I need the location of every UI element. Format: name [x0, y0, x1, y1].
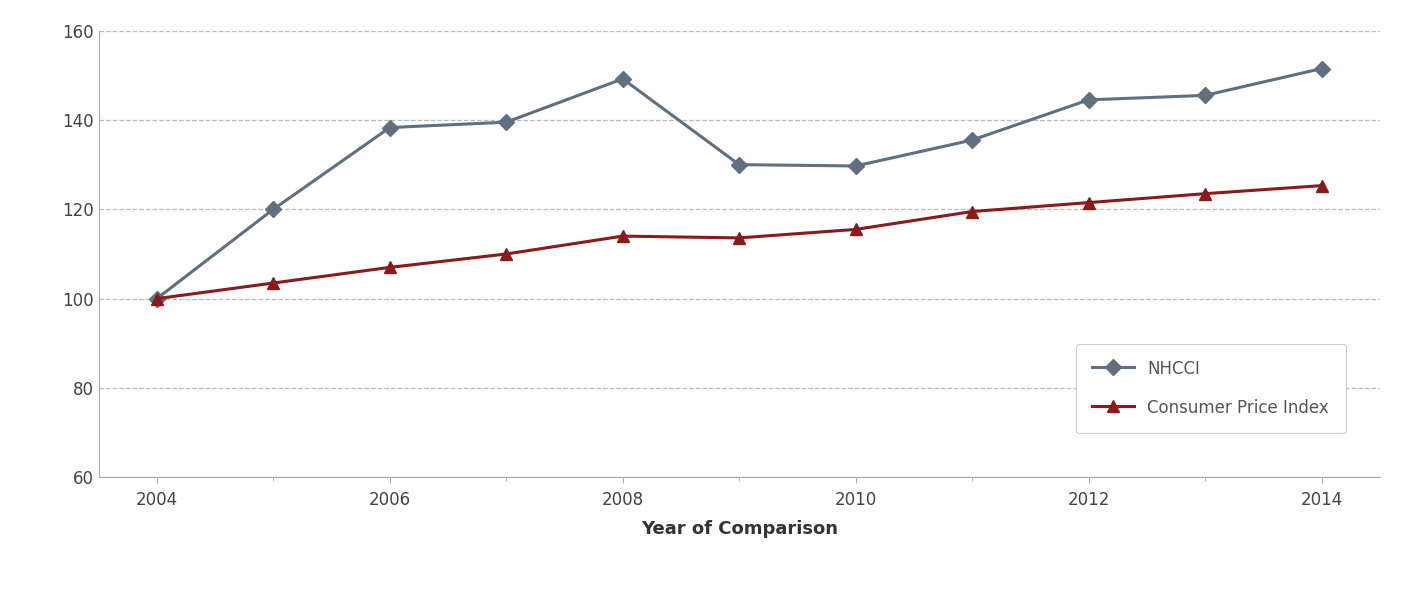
NHCCI	[265, 206, 282, 213]
X-axis label: Year of Comparison: Year of Comparison	[641, 520, 838, 539]
NHCCI	[382, 124, 398, 131]
NHCCI	[963, 136, 980, 144]
Consumer Price Index	[1197, 190, 1214, 197]
Consumer Price Index	[382, 264, 398, 271]
Consumer Price Index	[1080, 199, 1097, 206]
Consumer Price Index	[1314, 182, 1331, 189]
Consumer Price Index	[614, 233, 631, 240]
NHCCI	[848, 162, 865, 170]
NHCCI	[614, 75, 631, 83]
Consumer Price Index	[731, 234, 748, 242]
Consumer Price Index	[498, 250, 515, 258]
NHCCI	[1197, 92, 1214, 99]
Consumer Price Index	[963, 208, 980, 215]
NHCCI	[148, 295, 165, 302]
Line: Consumer Price Index: Consumer Price Index	[151, 180, 1328, 304]
Line: NHCCI: NHCCI	[151, 63, 1328, 304]
NHCCI	[731, 161, 748, 168]
NHCCI	[1080, 96, 1097, 103]
Consumer Price Index	[265, 279, 282, 286]
NHCCI	[1314, 65, 1331, 72]
Consumer Price Index	[148, 295, 165, 302]
Consumer Price Index	[848, 226, 865, 233]
Legend: NHCCI, Consumer Price Index: NHCCI, Consumer Price Index	[1076, 343, 1346, 433]
NHCCI	[498, 119, 515, 126]
